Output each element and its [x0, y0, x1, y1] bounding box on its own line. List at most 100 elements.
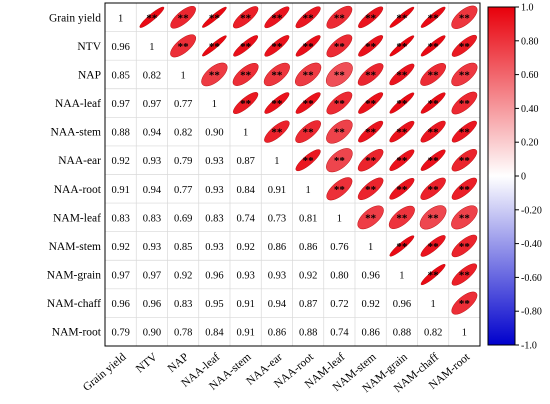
cell-value: 0.97: [111, 99, 129, 110]
cell-value: 0.91: [236, 299, 254, 310]
row-label: NAA-leaf: [55, 98, 101, 110]
cell-value: 0.97: [143, 271, 161, 282]
correlation-ellipse: [451, 234, 478, 258]
cell-value: 0.96: [205, 271, 223, 282]
correlation-ellipse: [170, 6, 196, 29]
significance-label: **: [396, 241, 408, 253]
significance-label: **: [365, 155, 377, 167]
significance-label: **: [396, 41, 408, 53]
colorbar-tick-label: 0.60: [521, 70, 539, 81]
cell-value: 0.79: [174, 156, 192, 167]
significance-label: **: [459, 155, 471, 167]
cell-value: 0.92: [111, 156, 129, 167]
colorbar: 1.0 0.80 0.60 0.40 0.20 0 -0.20 -0.40 -0.60 -0.80…: [487, 3, 542, 352]
correlation-ellipse: [420, 120, 446, 143]
cell-value: 0.77: [174, 185, 192, 196]
significance-label: **: [459, 212, 471, 224]
significance-label: **: [146, 12, 158, 24]
significance-label: **: [428, 98, 440, 110]
correlation-ellipse: [451, 34, 477, 57]
correlation-ellipse: [420, 63, 446, 86]
correlation-ellipse: [232, 63, 259, 86]
correlation-ellipse: [326, 119, 353, 144]
row-label: Grain yield: [49, 12, 101, 24]
cell-value: 0.91: [268, 185, 286, 196]
correlation-ellipse: [358, 35, 384, 57]
cell-value: 1: [118, 13, 123, 24]
significance-label: **: [459, 127, 471, 139]
correlation-ellipse: [420, 264, 446, 286]
correlation-ellipse: [451, 91, 478, 115]
row-label: NAM-stem: [49, 241, 101, 253]
cell-value: 0.90: [205, 128, 223, 139]
correlation-ellipse: [170, 34, 197, 58]
cell-value: 1: [181, 70, 186, 81]
colorbar-gradient: [487, 6, 516, 346]
significance-label: **: [271, 12, 283, 24]
correlation-ellipse: [295, 120, 321, 143]
correlation-ellipse: [264, 35, 290, 57]
colorbar-tick-label: 0.40: [521, 104, 539, 115]
significance-label: **: [334, 12, 346, 24]
cell-value: 0.96: [143, 299, 161, 310]
significance-label: **: [396, 212, 408, 224]
row-label: NAM-leaf: [53, 212, 101, 224]
correlation-ellipse: [389, 120, 415, 143]
correlation-ellipse: [451, 62, 478, 87]
correlation-ellipse: [326, 148, 353, 173]
significance-label: **: [365, 98, 377, 110]
cell-value: 0.93: [143, 156, 161, 167]
correlation-ellipse: [451, 5, 478, 29]
correlation-ellipse: [420, 235, 446, 257]
cell-value: 0.73: [268, 213, 286, 224]
cell-value: 0.85: [111, 70, 129, 81]
row-label: NAM-chaff: [47, 298, 101, 310]
cell-value: 0.82: [424, 328, 442, 339]
correlation-ellipse: [389, 63, 415, 86]
correlation-ellipse: [263, 62, 290, 87]
significance-label: **: [365, 127, 377, 139]
colorbar-tick-label: 0.80: [521, 36, 539, 47]
cell-value: 0.94: [268, 299, 287, 310]
correlation-ellipse: [389, 149, 415, 171]
correlation-ellipse: [419, 205, 447, 230]
cell-value: 0.76: [330, 242, 348, 253]
cell-value: 0.83: [111, 213, 129, 224]
row-labels: Grain yield NTV NAP NAA-leaf NAA-stem NAA-ear…: [47, 12, 102, 338]
correlation-ellipse: [389, 35, 415, 57]
row-label: NAA-ear: [58, 155, 101, 167]
cell-value: 1: [243, 128, 248, 139]
significance-label: **: [209, 12, 221, 24]
significance-label: **: [428, 69, 440, 81]
colorbar-tick-label: -0.40: [521, 239, 542, 250]
cell-value: 1: [149, 42, 154, 53]
significance-label: **: [428, 12, 440, 24]
row-label: NAM-grain: [47, 270, 102, 282]
cell-value: 0.96: [111, 299, 129, 310]
cell-value: 0.92: [236, 242, 254, 253]
significance-label: **: [396, 184, 408, 196]
cell-value: 0.74: [330, 328, 349, 339]
significance-label: **: [365, 12, 377, 24]
matrix-frame: [104, 2, 481, 347]
colorbar-tick-label: -0.80: [521, 307, 542, 318]
cell-value: 1: [399, 271, 404, 282]
correlation-ellipse: [420, 35, 446, 57]
significance-label: **: [334, 155, 346, 167]
cell-value: 0.88: [299, 328, 317, 339]
significance-label: **: [428, 155, 440, 167]
cell-value: 0.86: [299, 242, 317, 253]
correlation-ellipse: [264, 92, 290, 114]
cell-value: 0.94: [143, 128, 162, 139]
significance-label: **: [428, 212, 440, 224]
correlation-ellipse: [326, 5, 353, 29]
significance-label: **: [240, 69, 252, 81]
row-label: NAA-stem: [51, 127, 102, 139]
correlation-ellipse: [264, 6, 290, 29]
cell-value: 0.86: [268, 242, 286, 253]
significance-label: **: [178, 12, 190, 24]
correlation-ellipse: [295, 6, 321, 29]
colorbar-tick-label: -1.0: [521, 341, 537, 352]
correlation-ellipse: [202, 35, 227, 57]
